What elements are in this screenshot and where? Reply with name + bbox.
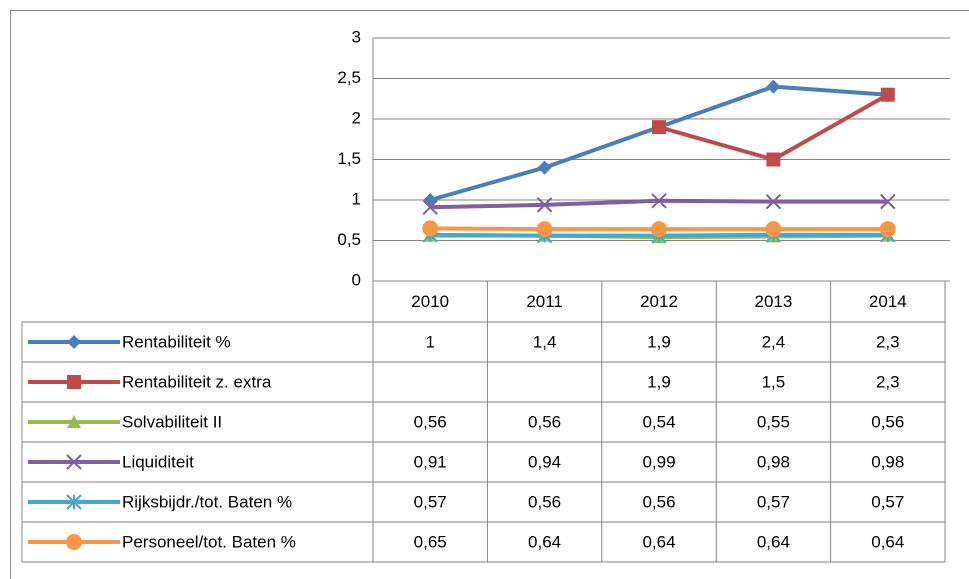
marker <box>537 160 552 175</box>
marker <box>66 534 82 550</box>
y-tick-label: 2,5 <box>337 68 361 87</box>
marker <box>66 494 82 510</box>
marker <box>880 87 895 102</box>
data-table-value: 0,54 <box>642 412 675 431</box>
marker <box>536 197 553 213</box>
x-tick-label: 2012 <box>640 292 678 311</box>
data-table-value: 0,56 <box>528 492 561 511</box>
data-table-value: 1 <box>425 332 434 351</box>
data-table-value: 2,3 <box>876 332 900 351</box>
marker <box>67 415 81 428</box>
marker <box>879 221 896 238</box>
x-tick-label: 2014 <box>869 292 907 311</box>
y-tick-label: 1,5 <box>337 149 361 168</box>
data-table-value: 0,98 <box>757 452 790 471</box>
y-tick-label: 0 <box>352 270 361 289</box>
marker <box>652 120 666 135</box>
marker <box>765 221 782 238</box>
marker <box>536 221 553 238</box>
data-table-value: 0,56 <box>642 492 675 511</box>
marker <box>67 375 81 389</box>
data-table-value: 0,99 <box>642 452 675 471</box>
marker <box>880 193 896 210</box>
legend-label: Rentabiliteit z. extra <box>122 372 272 391</box>
legend-label: Liquiditeit <box>122 452 194 471</box>
marker <box>422 220 439 237</box>
data-table-value: 0,64 <box>871 532 904 551</box>
data-table-value: 1,4 <box>533 332 557 351</box>
legend-label: Rijksbijdr./tot. Baten % <box>122 492 292 511</box>
chart-border <box>10 10 969 579</box>
series-line <box>658 92 889 162</box>
data-table-value: 0,64 <box>757 532 790 551</box>
data-table-value: 0,98 <box>871 452 904 471</box>
data-table-value: 0,56 <box>871 412 904 431</box>
data-table-value: 0,64 <box>528 532 561 551</box>
data-table-value: 0,55 <box>757 412 790 431</box>
data-table-value: 1,5 <box>762 372 786 391</box>
legend-label: Personeel/tot. Baten % <box>122 532 296 551</box>
data-table-value: 0,57 <box>871 492 904 511</box>
marker <box>765 193 782 210</box>
x-tick-label: 2010 <box>411 292 449 311</box>
data-table-value: 0,57 <box>757 492 790 511</box>
data-table-value: 0,64 <box>642 532 675 551</box>
data-table-value: 0,57 <box>414 492 447 511</box>
data-table-value: 2,3 <box>876 372 900 391</box>
legend-label: Solvabiliteit II <box>122 412 222 431</box>
marker <box>766 152 781 167</box>
y-tick-label: 1 <box>352 189 361 208</box>
x-tick-label: 2013 <box>754 292 792 311</box>
legend-label: Rentabiliteit % <box>122 332 231 351</box>
data-table-value: 0,94 <box>528 452 561 471</box>
data-table-value: 1,9 <box>647 332 671 351</box>
marker <box>67 335 81 349</box>
marker <box>651 193 667 209</box>
x-tick-label: 2011 <box>526 292 563 311</box>
marker <box>422 199 438 215</box>
series-line <box>429 84 888 202</box>
data-table-value: 1,9 <box>647 372 671 391</box>
data-table-value: 2,4 <box>762 332 786 351</box>
marker <box>66 454 82 470</box>
data-table-value: 0,56 <box>528 412 561 431</box>
marker <box>651 221 667 238</box>
marker <box>423 193 438 207</box>
data-table-value: 0,65 <box>414 532 447 551</box>
data-table-value: 0,56 <box>414 412 447 431</box>
y-tick-label: 0,5 <box>337 230 361 249</box>
y-tick-label: 2 <box>352 108 361 127</box>
data-table-value: 0,91 <box>414 452 447 471</box>
marker <box>766 79 781 94</box>
y-tick-label: 3 <box>352 27 361 46</box>
